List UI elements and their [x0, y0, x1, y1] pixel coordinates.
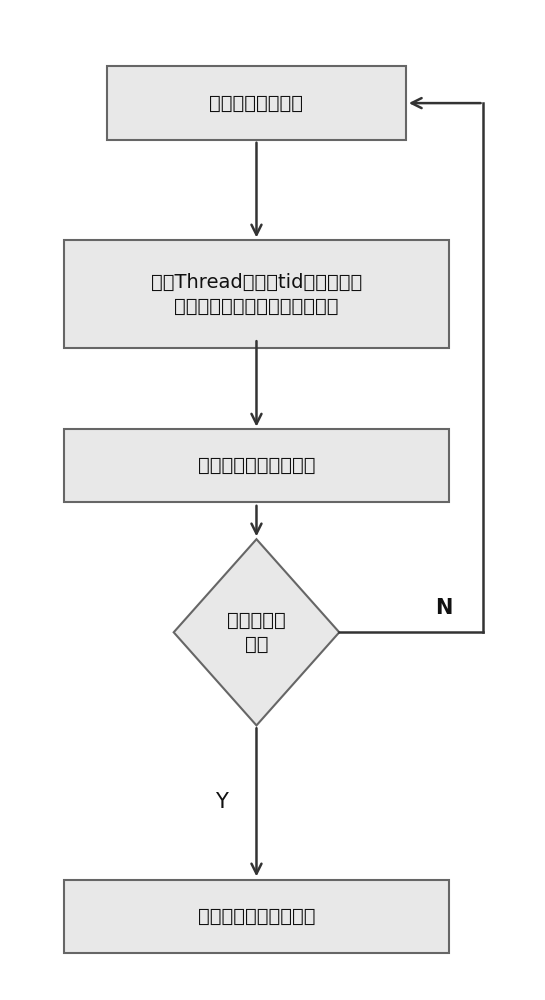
Text: 是否比对结
束？: 是否比对结 束？ [227, 611, 286, 654]
Text: 每个Thread只计算tid序号的特征
值，并以线程块的线程数为步长: 每个Thread只计算tid序号的特征 值，并以线程块的线程数为步长 [151, 273, 362, 316]
Text: 结束本次人脸特征比对: 结束本次人脸特征比对 [198, 907, 315, 926]
FancyBboxPatch shape [64, 429, 449, 502]
Text: 计算相识度，写回内存: 计算相识度，写回内存 [198, 456, 315, 475]
FancyBboxPatch shape [64, 880, 449, 953]
Text: N: N [435, 598, 452, 618]
Text: Y: Y [215, 792, 228, 812]
Polygon shape [174, 539, 339, 725]
Text: 获取有效人脸特征: 获取有效人脸特征 [209, 94, 304, 113]
FancyBboxPatch shape [64, 240, 449, 348]
FancyBboxPatch shape [107, 66, 406, 140]
